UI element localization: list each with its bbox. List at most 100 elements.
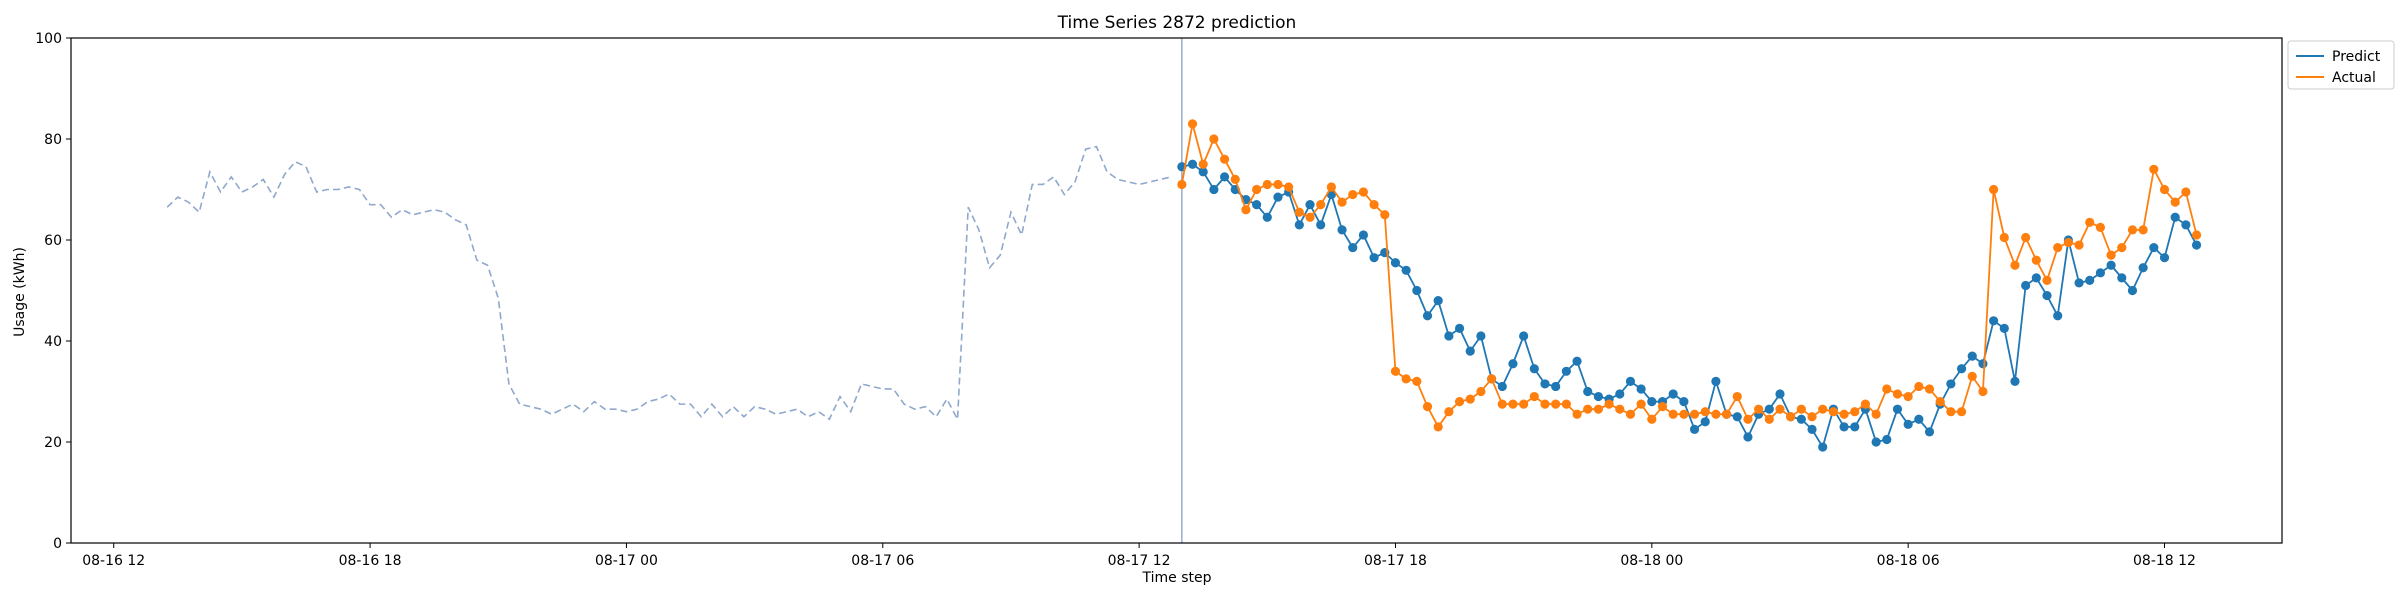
x-tick-label: 08-17 06	[851, 553, 914, 569]
predict-point	[1252, 200, 1262, 210]
actual-point	[1924, 384, 1935, 394]
actual-point	[1828, 407, 1838, 417]
actual-point	[2170, 197, 2180, 207]
actual-point	[1935, 397, 1945, 407]
actual-point	[1668, 409, 1678, 419]
predict-point	[2149, 242, 2159, 253]
actual-point	[1583, 404, 1593, 414]
actual-point	[1818, 404, 1828, 414]
actual-point	[1529, 391, 1539, 402]
actual-point	[1946, 407, 1956, 417]
actual-point	[1273, 179, 1283, 190]
predict-point	[1262, 212, 1272, 222]
predict-point	[1956, 364, 1967, 374]
predict-point	[2042, 290, 2052, 301]
predict-point	[2021, 280, 2031, 291]
actual-point	[1380, 210, 1390, 220]
predict-point	[1871, 437, 1881, 447]
predict-point	[1796, 414, 1806, 424]
predict-point	[1978, 359, 1988, 369]
predict-point	[1818, 442, 1828, 452]
plot-frame	[70, 37, 2283, 544]
actual-point	[1294, 207, 1304, 217]
predict-point	[1700, 417, 1710, 427]
actual-point	[1743, 414, 1753, 424]
predict-point	[1401, 265, 1411, 275]
predict-point	[1316, 220, 1326, 230]
predict-point	[1625, 376, 1636, 386]
actual-point	[1764, 414, 1774, 424]
legend-label-actual: Actual	[2332, 70, 2376, 86]
predict-point	[1305, 200, 1315, 210]
predict-point	[1924, 427, 1935, 437]
actual-point	[1326, 182, 1336, 192]
actual-point	[2010, 260, 2020, 270]
actual-point	[1754, 404, 1764, 414]
predict-point	[1572, 356, 1582, 366]
predict-point	[1433, 296, 1443, 306]
actual-point	[1369, 200, 1379, 210]
x-tick-label: 08-16 18	[339, 553, 402, 569]
actual-point	[2127, 225, 2138, 235]
actual-point	[1187, 119, 1198, 129]
actual-point	[1860, 399, 1871, 409]
actual-point	[1903, 391, 1913, 402]
predict-point	[1465, 346, 1475, 356]
predict-point	[1529, 364, 1539, 374]
x-tick-label: 08-17 12	[1108, 553, 1171, 569]
legend-label-predict: Predict	[2332, 49, 2381, 65]
x-axis-title: Time step	[1142, 570, 1212, 586]
predict-point	[1636, 384, 1646, 394]
actual-point	[1978, 386, 1988, 397]
x-tick-label: 08-18 00	[1620, 553, 1683, 569]
predict-point	[1775, 389, 1785, 399]
predict-point	[2127, 285, 2138, 296]
actual-point	[2095, 222, 2106, 232]
y-tick-label: 0	[53, 536, 62, 552]
actual-point	[1593, 404, 1604, 414]
predict-point	[2095, 268, 2106, 278]
y-tick-label: 40	[44, 334, 62, 350]
actual-point	[2031, 255, 2041, 265]
actual-point	[2106, 250, 2116, 260]
actual-point	[1775, 404, 1785, 414]
actual-line	[1180, 123, 2198, 429]
actual-point	[2042, 275, 2052, 285]
actual-point	[1316, 200, 1326, 210]
predict-point	[1294, 220, 1304, 230]
predict-point	[1508, 359, 1518, 369]
predict-point	[1187, 159, 1198, 169]
actual-point	[1401, 374, 1411, 384]
actual-point	[1422, 402, 1433, 412]
predict-point	[1551, 381, 1561, 392]
actual-point	[1486, 374, 1497, 384]
predict-point	[2117, 273, 2127, 283]
actual-point	[1807, 412, 1817, 422]
predict-point	[1337, 225, 1347, 235]
predict-point	[1679, 397, 1689, 407]
predict-point	[1946, 379, 1956, 389]
predict-point	[1839, 422, 1849, 432]
x-tick-label: 08-17 00	[595, 553, 658, 569]
actual-point	[1337, 197, 1347, 207]
actual-point	[1711, 409, 1721, 419]
actual-point	[2053, 242, 2063, 253]
actual-point	[1700, 407, 1710, 417]
actual-point	[1689, 409, 1700, 419]
actual-point	[1657, 402, 1668, 412]
actual-point	[1390, 366, 1401, 376]
actual-point	[2074, 240, 2084, 250]
actual-point	[2085, 217, 2095, 227]
actual-point	[1358, 187, 1369, 197]
actual-point	[1999, 232, 2009, 243]
actual-point	[1454, 397, 1465, 407]
actual-point	[1604, 399, 1614, 409]
actual-point	[1198, 159, 1208, 169]
predict-point	[1967, 351, 1977, 361]
predict-point	[1476, 331, 1486, 341]
predict-point	[1892, 404, 1903, 414]
predict-point	[2074, 278, 2084, 288]
actual-point	[1305, 212, 1315, 222]
actual-point	[1551, 399, 1561, 409]
